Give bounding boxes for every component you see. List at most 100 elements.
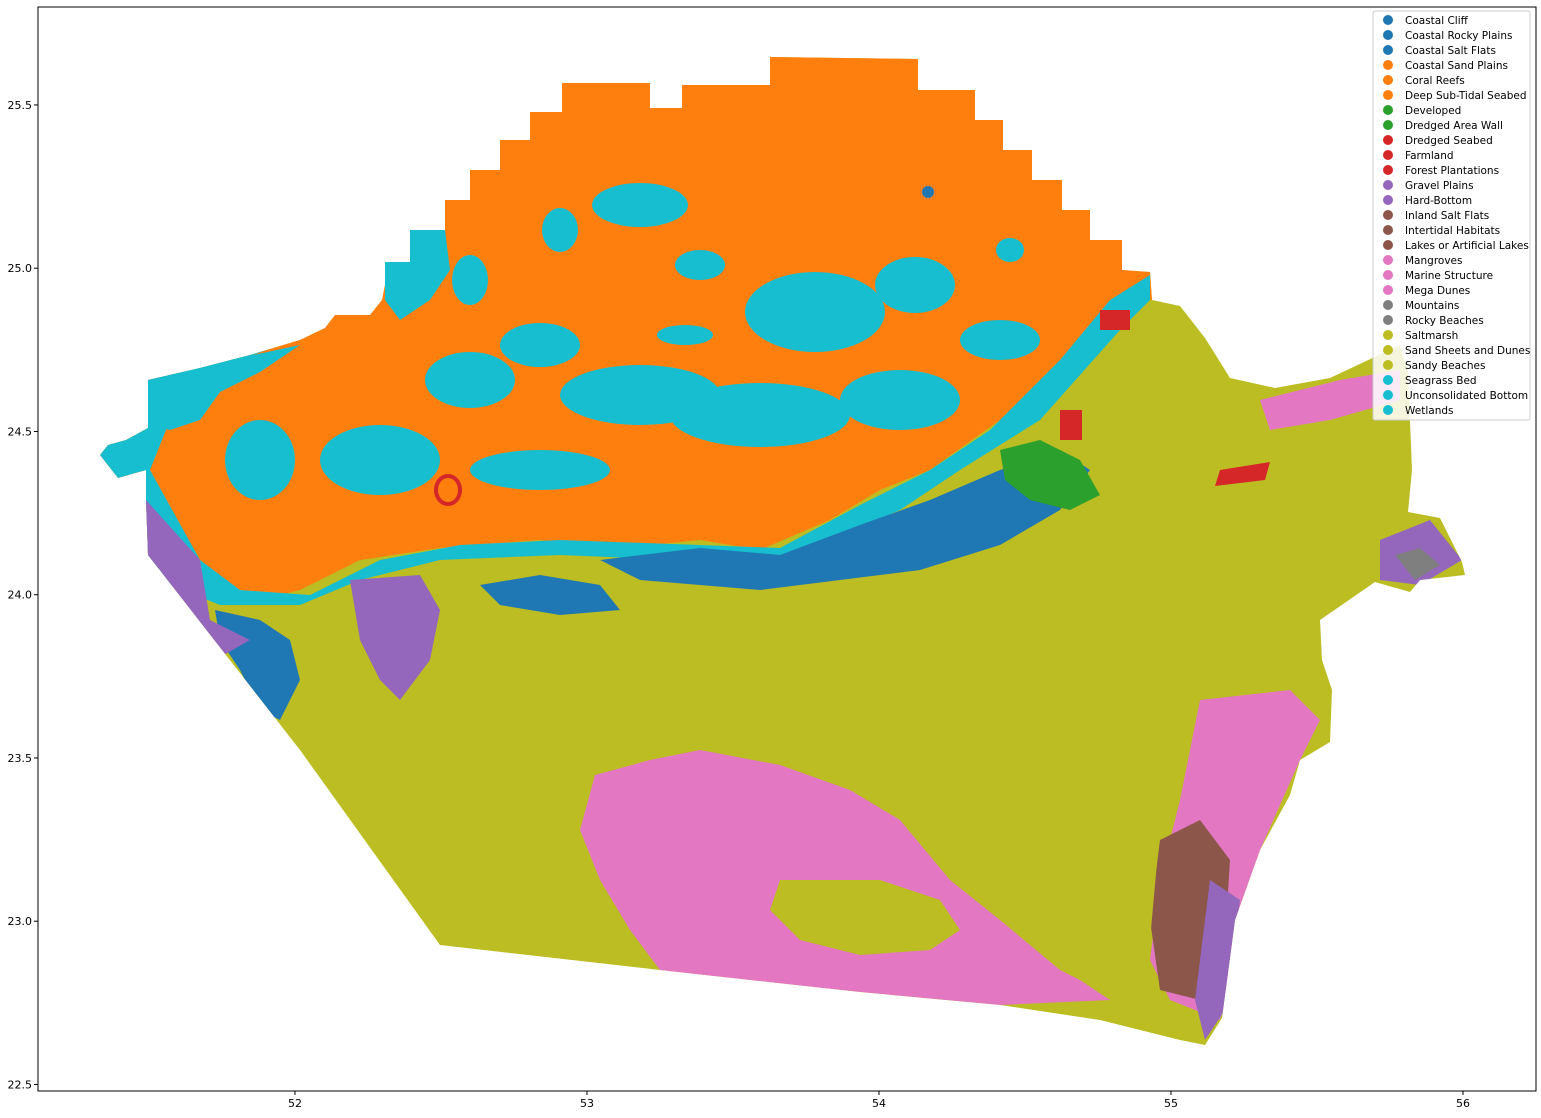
patch-seagrass-6: [500, 323, 580, 367]
region-gravel-plains-mid: [350, 575, 440, 700]
legend-label: Mangroves: [1405, 255, 1462, 267]
legend-label: Coastal Salt Flats: [1405, 45, 1496, 57]
x-tick-label: 53: [580, 1097, 594, 1110]
region-gravel-plains-west: [146, 500, 250, 660]
axes-frame: [37, 6, 1537, 1092]
legend-label: Hard-Bottom: [1405, 195, 1472, 207]
x-tick-label: 52: [288, 1097, 302, 1110]
legend-label: Mega Dunes: [1405, 285, 1470, 297]
legend-label: Unconsolidated Bottom: [1405, 390, 1528, 402]
legend-box: [1372, 10, 1531, 421]
legend-marker: [1383, 285, 1393, 295]
patch-seagrass-10: [840, 370, 960, 430]
legend-marker: [1383, 135, 1393, 145]
legend-marker: [1383, 165, 1393, 175]
region-mega-dunes-central: [580, 750, 1110, 1005]
x-axis: 52 53 54 55 56: [288, 1091, 1470, 1110]
patch-seagrass-12: [225, 420, 295, 500]
patch-seagrass-11: [320, 425, 440, 495]
region-coastal-salt-flats: [600, 450, 1090, 590]
patch-seagrass-16: [542, 208, 578, 252]
legend-label: Deep Sub-Tidal Seabed: [1405, 90, 1527, 102]
legend-label: Intertidal Habitats: [1405, 225, 1500, 237]
y-tick-label: 24.5: [8, 425, 33, 438]
legend: Coastal Cliff Coastal Rocky Plains Coastal…: [1372, 10, 1531, 421]
legend-marker: [1383, 240, 1393, 250]
y-tick-label: 23.5: [8, 752, 33, 765]
y-tick-label: 25.5: [8, 99, 33, 112]
legend-marker: [1383, 180, 1393, 190]
x-tick-label: 54: [872, 1097, 886, 1110]
legend-label: Coastal Cliff: [1405, 15, 1469, 27]
legend-label: Gravel Plains: [1405, 180, 1474, 192]
y-tick-label: 25.0: [8, 262, 33, 275]
patch-seagrass-17: [452, 255, 488, 305]
region-seagrass-northwest: [385, 230, 450, 320]
legend-marker: [1383, 75, 1393, 85]
patch-seagrass-4: [875, 257, 955, 313]
legend-label: Coastal Rocky Plains: [1405, 30, 1512, 42]
legend-marker: [1383, 15, 1393, 25]
region-mountains-east: [1395, 548, 1440, 580]
legend-marker: [1383, 270, 1393, 280]
legend-marker: [1383, 390, 1393, 400]
legend-label: Lakes or Artificial Lakes: [1405, 240, 1529, 252]
legend-marker: [1383, 210, 1393, 220]
legend-marker: [1383, 30, 1393, 40]
legend-marker: [1383, 255, 1393, 265]
y-tick-label: 22.5: [8, 1078, 33, 1091]
patch-seagrass-14: [996, 238, 1024, 262]
x-tick-label: 56: [1456, 1097, 1470, 1110]
legend-label: Saltmarsh: [1405, 330, 1458, 342]
patch-seagrass-3: [745, 272, 885, 352]
legend-label: Sandy Beaches: [1405, 360, 1485, 372]
legend-marker: [1383, 120, 1393, 130]
legend-marker: [1383, 195, 1393, 205]
legend-label: Forest Plantations: [1405, 165, 1499, 177]
patch-seagrass-13: [470, 450, 610, 490]
region-coastal-salt-flats-mid: [480, 575, 620, 615]
legend-marker: [1383, 225, 1393, 235]
legend-marker: [1383, 45, 1393, 55]
legend-marker: [1383, 300, 1393, 310]
patch-seagrass-5: [657, 325, 713, 345]
region-farmland-2: [1100, 310, 1130, 330]
legend-label: Wetlands: [1405, 405, 1454, 417]
legend-marker: [1383, 105, 1393, 115]
legend-label: Dredged Seabed: [1405, 135, 1493, 147]
region-sand-sheets-south: [770, 880, 960, 955]
legend-label: Inland Salt Flats: [1405, 210, 1489, 222]
legend-label: Marine Structure: [1405, 270, 1493, 282]
legend-marker: [1383, 360, 1393, 370]
patch-seagrass-7: [425, 352, 515, 408]
legend-marker: [1383, 90, 1393, 100]
legend-label: Coastal Sand Plains: [1405, 60, 1508, 72]
legend-marker: [1383, 60, 1393, 70]
legend-marker: [1383, 330, 1393, 340]
legend-label: Seagrass Bed: [1405, 375, 1477, 387]
y-tick-label: 23.0: [8, 915, 33, 928]
region-developed-city: [1000, 440, 1100, 510]
legend-label: Developed: [1405, 105, 1461, 117]
legend-label: Farmland: [1405, 150, 1454, 162]
y-tick-label: 24.0: [8, 589, 33, 602]
patch-seagrass-1: [592, 183, 688, 227]
legend-marker: [1383, 375, 1393, 385]
region-sand-sheets-southeast: [960, 780, 1160, 1000]
region-hard-bottom-southeast: [1195, 880, 1240, 1040]
region-farmland-band: [1215, 462, 1270, 486]
legend-label: Sand Sheets and Dunes: [1405, 345, 1530, 357]
legend-marker: [1383, 315, 1393, 325]
legend-label: Coral Reefs: [1405, 75, 1465, 87]
patch-seagrass-9: [670, 383, 850, 447]
x-tick-label: 55: [1164, 1097, 1178, 1110]
legend-marker: [1383, 405, 1393, 415]
patch-seagrass-2: [675, 250, 725, 280]
patch-coastal-island: [922, 186, 934, 198]
y-axis: 22.5 23.0 23.5 24.0 24.5 25.0 25.5: [8, 99, 38, 1091]
legend-label: Mountains: [1405, 300, 1459, 312]
legend-marker: [1383, 150, 1393, 160]
region-mega-dunes-east: [1260, 370, 1400, 430]
legend-marker: [1383, 345, 1393, 355]
